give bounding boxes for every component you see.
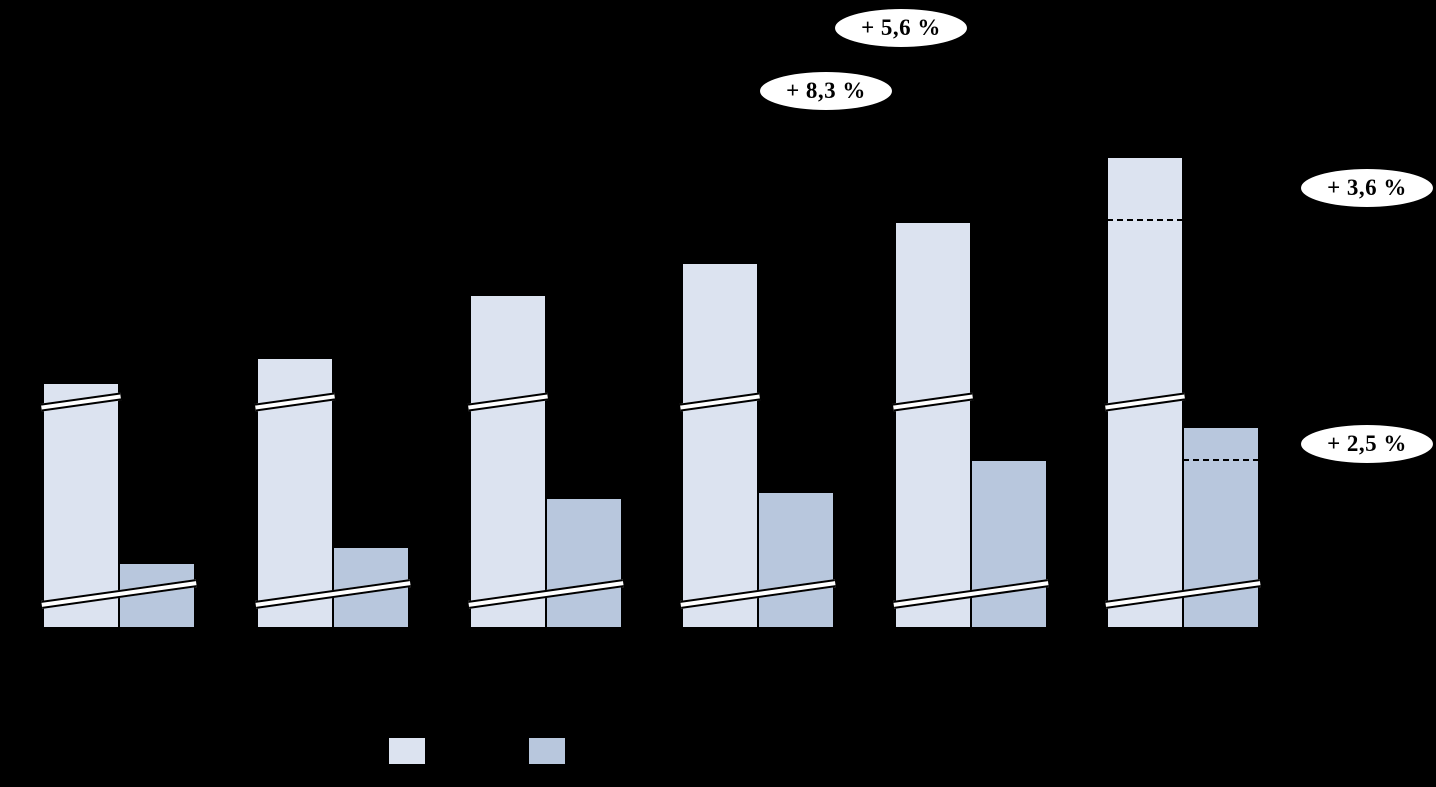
bar-dark-6 xyxy=(1183,427,1259,628)
annotation-label: + 8,3 % xyxy=(786,78,866,103)
reference-dashed-dark xyxy=(1183,459,1259,461)
annotation-ellipse-2: + 8,3 % xyxy=(759,71,893,111)
bar-light-3 xyxy=(470,295,546,628)
annotation-label: + 5,6 % xyxy=(861,15,941,40)
bar-light-1 xyxy=(43,383,119,628)
legend-swatch-dark xyxy=(528,737,566,765)
bar-dark-5 xyxy=(971,460,1047,628)
bar-dark-4 xyxy=(758,492,834,628)
legend-swatch-light xyxy=(388,737,426,765)
bar-light-4 xyxy=(682,263,758,628)
annotation-label: + 3,6 % xyxy=(1327,175,1407,200)
annotation-ellipse-1: + 5,6 % xyxy=(834,8,968,48)
annotation-ellipse-4: + 2,5 % xyxy=(1300,424,1434,464)
bar-light-6 xyxy=(1107,157,1183,628)
annotation-label: + 2,5 % xyxy=(1327,431,1407,456)
annotation-ellipse-3: + 3,6 % xyxy=(1300,168,1434,208)
reference-dashed-light xyxy=(1107,219,1183,221)
bar-light-5 xyxy=(895,222,971,628)
bar-dark-3 xyxy=(546,498,622,628)
